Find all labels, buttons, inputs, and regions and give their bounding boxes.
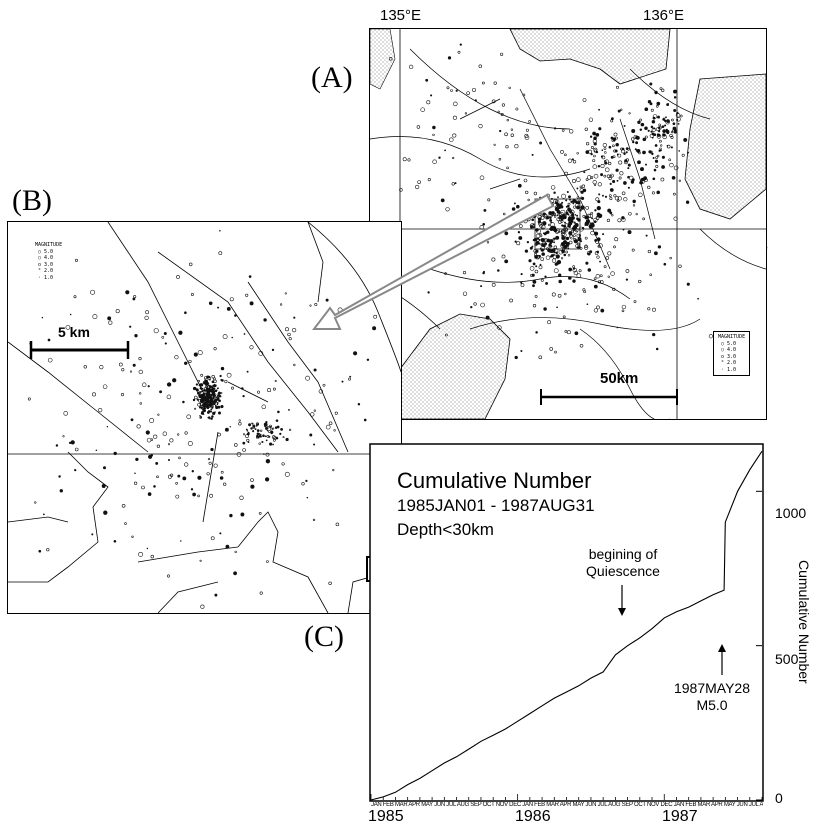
quiescence-annotation: begining of Quiescence [578, 546, 668, 580]
chart-date-range: 1985JAN01 - 1987AUG31 [397, 496, 595, 516]
y-tick-label: 1000 [775, 505, 806, 521]
y-tick-label: 500 [775, 651, 798, 667]
annotation-line: 1987MAY28 [662, 680, 762, 697]
chart-depth-filter: Depth<30km [397, 520, 494, 540]
month-tick-labels: JAN FEB MAR APR MAY JUN JUL AUG SEP OCT … [371, 802, 763, 808]
year-label: 1986 [515, 808, 551, 826]
mainshock-annotation: 1987MAY28 M5.0 [662, 680, 762, 714]
year-label: 1987 [662, 808, 698, 826]
y-axis-label: Cumulative Number [796, 560, 812, 684]
annotation-line: Quiescence [578, 563, 668, 580]
annotation-line: begining of [578, 546, 668, 563]
chart-title: Cumulative Number [397, 468, 591, 494]
year-label: 1985 [368, 808, 404, 826]
y-tick-label: 0 [775, 790, 783, 806]
annotation-line: M5.0 [662, 697, 762, 714]
